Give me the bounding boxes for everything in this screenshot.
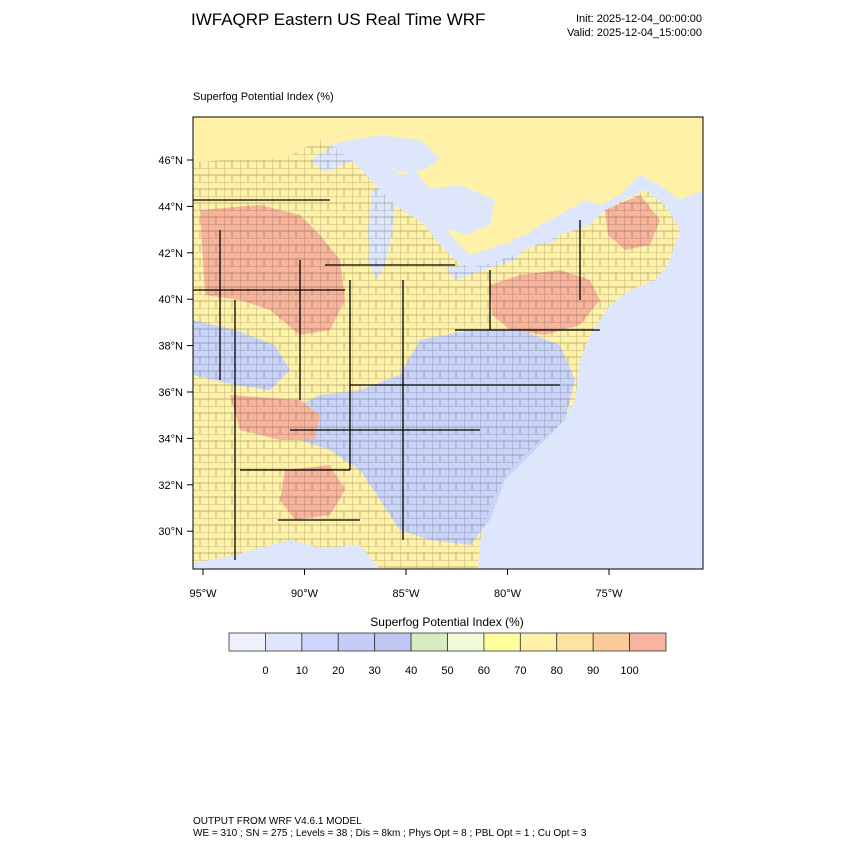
colorbar-label: 90 — [587, 665, 599, 677]
colorbar-label: 50 — [441, 665, 453, 677]
colorbar-segment — [228, 632, 266, 652]
lake-huron — [420, 185, 495, 235]
colorbar-label: 0 — [262, 665, 268, 677]
field-label: Superfog Potential Index (%) — [193, 91, 334, 103]
colorbar-label: 80 — [551, 665, 563, 677]
colorbar-segment — [592, 632, 630, 652]
lat-tick-label: 40°N — [158, 294, 183, 306]
colorbar-segment — [337, 632, 376, 652]
colorbar-title: Superfog Potential Index (%) — [370, 615, 523, 629]
init-time: Init: 2025-12-04_00:00:00 — [576, 13, 702, 25]
map-area — [193, 117, 703, 569]
colorbar-segment — [265, 632, 303, 652]
state-borders — [193, 199, 600, 560]
colorbar-labels: 0 10 20 30 40 50 60 70 80 90 100 — [262, 665, 638, 677]
lon-tick-label: 95°W — [189, 588, 217, 600]
colorbar-label: 20 — [332, 665, 344, 677]
colorbar — [228, 632, 667, 652]
colorbar-segment — [556, 632, 594, 652]
main-title: IWFAQRP Eastern US Real Time WRF — [191, 10, 486, 29]
footer-config-line: WE = 310 ; SN = 275 ; Levels = 38 ; Dis … — [193, 828, 587, 839]
latitude-axis: 46°N 44°N 42°N 40°N 38°N 36°N 34°N 32°N 30°N — [158, 155, 193, 538]
lat-tick-label: 38°N — [158, 341, 183, 353]
colorbar-label: 30 — [369, 665, 381, 677]
valid-time: Valid: 2025-12-04_15:00:00 — [567, 27, 702, 39]
lat-tick-label: 32°N — [158, 480, 183, 492]
colorbar-segment — [629, 632, 667, 652]
colorbar-segment — [447, 632, 485, 652]
colorbar-label: 10 — [296, 665, 308, 677]
colorbar-segment — [519, 632, 558, 652]
colorbar-segment — [483, 632, 521, 652]
colorbar-label: 60 — [478, 665, 490, 677]
lat-tick-label: 42°N — [158, 248, 183, 260]
canada-land — [193, 117, 703, 255]
colorbar-label: 100 — [620, 665, 638, 677]
colorbar-segment — [374, 632, 412, 652]
longitude-axis: 95°W 90°W 85°W 80°W 75°W — [189, 569, 623, 600]
lat-tick-label: 34°N — [158, 433, 183, 445]
colorbar-segment — [410, 632, 448, 652]
lon-tick-label: 75°W — [595, 588, 623, 600]
lat-tick-label: 46°N — [158, 155, 183, 167]
lon-tick-label: 80°W — [494, 588, 522, 600]
map-frame — [192, 116, 704, 570]
colorbar-label: 40 — [405, 665, 417, 677]
colorbar-segment — [301, 632, 339, 652]
lat-tick-label: 36°N — [158, 387, 183, 399]
lon-tick-label: 90°W — [291, 588, 319, 600]
colorbar-label: 70 — [514, 665, 526, 677]
county-lines — [193, 140, 680, 569]
lon-tick-label: 85°W — [392, 588, 420, 600]
footer-model-line: OUTPUT FROM WRF V4.6.1 MODEL — [193, 816, 362, 827]
lat-tick-label: 44°N — [158, 201, 183, 213]
lat-tick-label: 30°N — [158, 526, 183, 538]
